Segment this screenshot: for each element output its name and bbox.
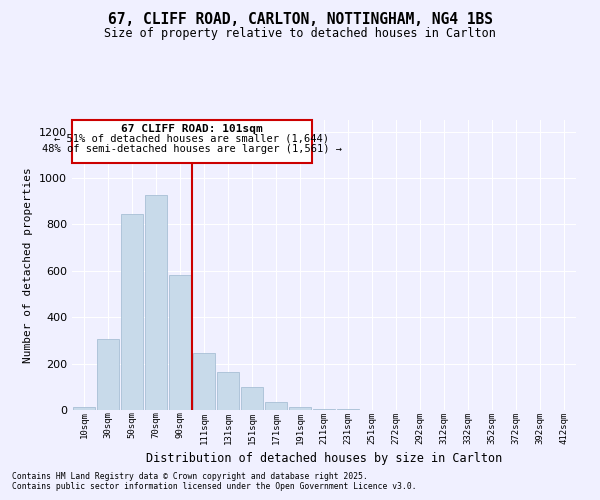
Text: 67, CLIFF ROAD, CARLTON, NOTTINGHAM, NG4 1BS: 67, CLIFF ROAD, CARLTON, NOTTINGHAM, NG4… xyxy=(107,12,493,28)
Text: ← 51% of detached houses are smaller (1,644): ← 51% of detached houses are smaller (1,… xyxy=(55,134,329,143)
Bar xyxy=(193,353,215,410)
Bar xyxy=(73,406,95,410)
Text: Size of property relative to detached houses in Carlton: Size of property relative to detached ho… xyxy=(104,28,496,40)
Bar xyxy=(241,387,263,410)
Bar xyxy=(169,276,191,410)
Y-axis label: Number of detached properties: Number of detached properties xyxy=(23,167,34,363)
Text: 48% of semi-detached houses are larger (1,561) →: 48% of semi-detached houses are larger (… xyxy=(42,144,342,154)
Bar xyxy=(313,409,335,410)
X-axis label: Distribution of detached houses by size in Carlton: Distribution of detached houses by size … xyxy=(146,452,502,465)
Bar xyxy=(289,406,311,410)
Text: Contains HM Land Registry data © Crown copyright and database right 2025.: Contains HM Land Registry data © Crown c… xyxy=(12,472,368,481)
Text: Contains public sector information licensed under the Open Government Licence v3: Contains public sector information licen… xyxy=(12,482,416,491)
Bar xyxy=(217,372,239,410)
Bar xyxy=(97,339,119,410)
Bar xyxy=(265,402,287,410)
Bar xyxy=(145,196,167,410)
Bar xyxy=(121,214,143,410)
Text: 67 CLIFF ROAD: 101sqm: 67 CLIFF ROAD: 101sqm xyxy=(121,124,263,134)
